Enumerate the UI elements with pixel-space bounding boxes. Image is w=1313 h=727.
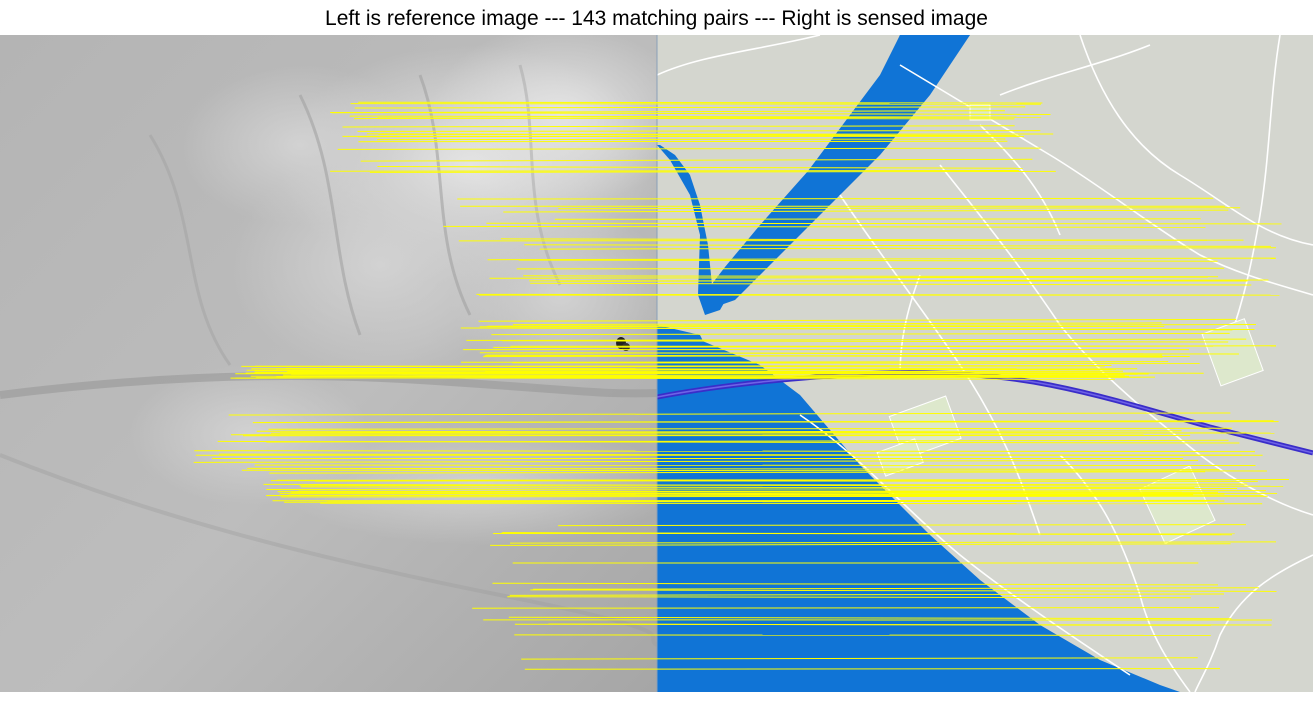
match-line — [507, 596, 1191, 599]
match-line — [252, 420, 1274, 424]
match-line — [193, 459, 1199, 463]
match-line — [502, 340, 1229, 343]
match-line — [509, 593, 1225, 596]
match-line — [299, 483, 1248, 487]
match-canvas — [0, 35, 1313, 692]
match-line — [558, 279, 1269, 282]
reference-image — [0, 35, 657, 692]
match-line — [360, 158, 1033, 162]
match-line — [493, 345, 1277, 348]
match-line — [524, 668, 1221, 670]
match-line — [280, 495, 1268, 498]
match-line — [519, 352, 1239, 355]
match-line — [516, 267, 1225, 270]
match-line — [241, 469, 1267, 472]
match-line — [298, 490, 1182, 493]
match-line — [342, 125, 1015, 128]
match-line — [337, 147, 1041, 150]
figure-title: Left is reference image --- 143 matching… — [325, 7, 988, 30]
match-line — [509, 541, 1277, 544]
match-line — [539, 247, 1276, 250]
match-line — [457, 197, 1214, 200]
match-line — [228, 412, 1231, 416]
match-line — [250, 375, 1141, 378]
match-line — [269, 471, 1206, 474]
match-line — [266, 494, 1190, 496]
match-line — [266, 488, 1238, 490]
match-line — [472, 607, 1220, 609]
match-line — [354, 116, 1005, 120]
match-line — [357, 130, 1041, 132]
match-line — [354, 106, 1026, 109]
match-line — [330, 170, 1019, 172]
match-line — [254, 368, 1117, 371]
match-line — [491, 332, 1230, 336]
match-line — [490, 543, 1231, 546]
match-line — [478, 318, 1237, 322]
match-line — [320, 502, 1263, 505]
match-line — [460, 327, 1255, 330]
match-line — [533, 587, 1259, 590]
match-line — [443, 225, 1206, 228]
match-line — [283, 374, 1130, 377]
match-line — [512, 362, 1200, 364]
match-line — [518, 259, 1218, 262]
match-line — [358, 101, 1043, 104]
match-line — [279, 430, 1182, 434]
match-line — [247, 467, 1220, 470]
match-line — [508, 616, 1232, 620]
match-line — [460, 361, 1169, 363]
match-line — [558, 207, 1241, 210]
match-line — [489, 276, 1208, 279]
estuary-water — [657, 335, 1180, 692]
match-line — [512, 322, 1162, 326]
match-line — [524, 244, 1271, 247]
match-line — [219, 453, 1263, 456]
match-line — [266, 439, 1229, 443]
match-line — [530, 589, 1277, 592]
match-line — [300, 486, 1195, 489]
match-line — [554, 218, 1201, 220]
match-line — [492, 582, 1219, 586]
match-line — [521, 657, 1198, 660]
match-line — [268, 427, 1232, 430]
match-line — [369, 170, 1056, 173]
match-line — [514, 623, 1272, 626]
match-line — [503, 209, 1229, 213]
match-figure — [0, 35, 1313, 692]
match-lines — [193, 101, 1290, 670]
match-line — [483, 354, 1163, 358]
match-line — [315, 479, 1290, 482]
match-line — [484, 371, 1204, 374]
match-line — [194, 450, 1256, 453]
match-line — [377, 166, 1023, 169]
match-line — [350, 103, 1041, 105]
match-line — [476, 293, 1280, 296]
match-line — [466, 338, 1247, 341]
match-line — [487, 324, 1257, 327]
match-line — [487, 257, 1276, 261]
match-line — [377, 138, 1006, 141]
match-line — [530, 282, 1252, 286]
match-line — [458, 239, 1244, 242]
match-line — [558, 524, 1247, 527]
match-line — [330, 112, 1051, 115]
match-line — [514, 634, 1211, 636]
match-line — [523, 275, 1219, 278]
match-line — [486, 222, 1282, 225]
